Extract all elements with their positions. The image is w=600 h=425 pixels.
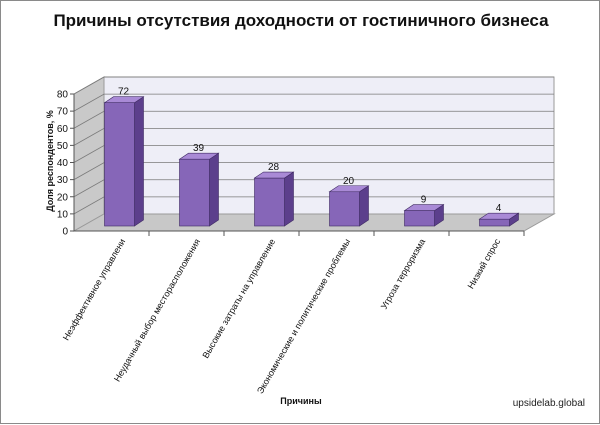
source-note: upsidelab.global	[512, 398, 585, 409]
bar-front	[254, 177, 285, 227]
x-tick-label: Неудачный выбор месторасположения	[112, 237, 202, 384]
gridline	[73, 179, 554, 198]
data-label: 9	[421, 195, 427, 206]
data-label: 72	[118, 87, 130, 98]
x-axis-title: Причины	[280, 396, 322, 406]
gridline	[73, 127, 554, 146]
y-tick-label: 80	[57, 90, 69, 101]
y-tick-label: 60	[57, 124, 69, 135]
chart-title: Причины отсутствия доходности от гостини…	[53, 11, 549, 30]
bar-top	[178, 152, 220, 160]
x-tick-label: Экономические и политические проблемы	[255, 237, 352, 395]
y-tick-label: 70	[57, 107, 69, 118]
bar-side	[209, 152, 219, 227]
bar-top	[253, 171, 295, 179]
bar	[478, 212, 520, 227]
gridline	[73, 196, 554, 215]
gridline	[73, 110, 554, 129]
bar	[178, 152, 220, 227]
data-label: 39	[193, 143, 205, 154]
bar-top	[403, 204, 445, 211]
bar	[253, 171, 295, 227]
y-tick-label: 20	[57, 192, 69, 203]
bar-front	[329, 191, 360, 227]
bar-front	[179, 158, 210, 227]
data-label: 4	[496, 203, 502, 214]
y-tick-label: 50	[57, 141, 69, 152]
bar-front	[479, 218, 510, 227]
gridline	[73, 93, 554, 112]
bar-top	[328, 185, 370, 193]
bar-top	[103, 96, 145, 103]
bar	[403, 204, 445, 227]
bar-front	[104, 102, 135, 227]
data-label: 28	[268, 162, 280, 173]
gridline	[73, 162, 554, 180]
x-tick-label: Угроза терроризма	[379, 237, 427, 311]
bar-side	[359, 185, 369, 227]
bar	[103, 96, 145, 227]
bar-side	[134, 96, 144, 227]
y-tick-label: 0	[62, 227, 68, 238]
gridline	[73, 76, 554, 95]
y-tick-label: 30	[57, 175, 69, 186]
bar-top	[478, 212, 520, 220]
y-tick-label: 40	[57, 158, 69, 169]
bar-front	[404, 210, 435, 227]
x-tick-label: Низкий спрос	[466, 237, 503, 291]
bar-side	[284, 171, 294, 227]
gridline	[73, 145, 554, 163]
y-axis-title: Доля респондентов, %	[45, 110, 55, 212]
x-tick-label: Высокие затраты на управление	[200, 237, 277, 360]
data-label: 20	[343, 176, 355, 187]
bar	[328, 185, 370, 227]
x-tick-label: Неэффективное управлени	[61, 237, 127, 342]
y-tick-label: 10	[57, 209, 69, 220]
